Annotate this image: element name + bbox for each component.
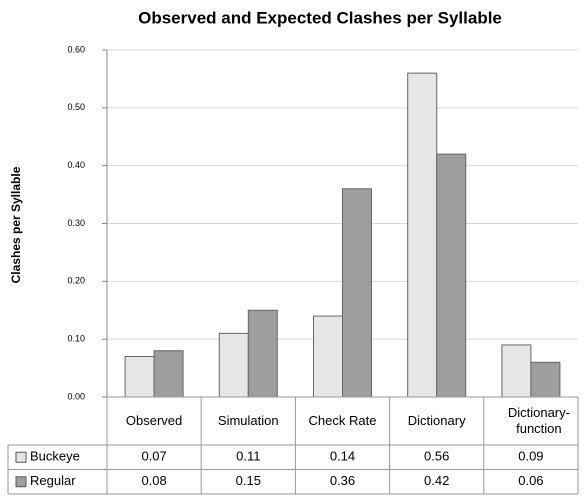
bar (407, 72, 438, 398)
bar (342, 188, 372, 398)
y-tick-label: 0.00 (67, 391, 85, 401)
bar (313, 315, 343, 398)
category-cell: Dictionary (407, 413, 466, 428)
table-value: 0.08 (141, 473, 166, 488)
category-cell: Check Rate (308, 413, 377, 428)
table-value: 0.15 (236, 473, 261, 488)
category-cell: Simulation (217, 413, 279, 428)
y-tick-label: 0.10 (67, 334, 85, 344)
x-tick-label: Observed (125, 413, 183, 428)
category-cell: Dictionary-function (507, 405, 570, 436)
chart-title: Observed and Expected Clashes per Syllab… (138, 8, 502, 27)
x-tick-label: Simulation (217, 413, 279, 428)
bar (530, 361, 561, 398)
bar (501, 344, 532, 398)
bar (247, 309, 278, 398)
table-value: 0.07 (141, 449, 166, 464)
bar (124, 356, 155, 398)
x-tick-label: Dictionary-function (507, 405, 570, 436)
legend-label: Regular (30, 473, 76, 488)
legend-swatch (15, 476, 27, 488)
table-value: 0.14 (330, 449, 355, 464)
x-tick-label: Check Rate (308, 413, 377, 428)
table-value: 0.42 (424, 473, 449, 488)
y-tick-label: 0.20 (67, 276, 85, 286)
bar (153, 350, 184, 398)
category-cell: Observed (125, 413, 183, 428)
y-tick-label: 0.50 (67, 102, 85, 112)
legend-swatch (15, 451, 27, 463)
legend-label: Buckeye (30, 449, 80, 464)
bar (436, 153, 467, 398)
y-axis-label: Clashes per Syllable (9, 166, 23, 283)
table-value: 0.11 (236, 449, 260, 464)
bar (218, 332, 249, 398)
y-tick-label: 0.40 (67, 160, 85, 170)
table-value: 0.06 (518, 473, 543, 488)
x-tick-label: Dictionary (407, 413, 466, 428)
table-value: 0.56 (424, 449, 449, 464)
table-value: 0.36 (330, 473, 355, 488)
y-tick-label: 0.30 (67, 218, 85, 228)
table-value: 0.09 (518, 449, 543, 464)
y-tick-label: 0.60 (67, 44, 85, 54)
